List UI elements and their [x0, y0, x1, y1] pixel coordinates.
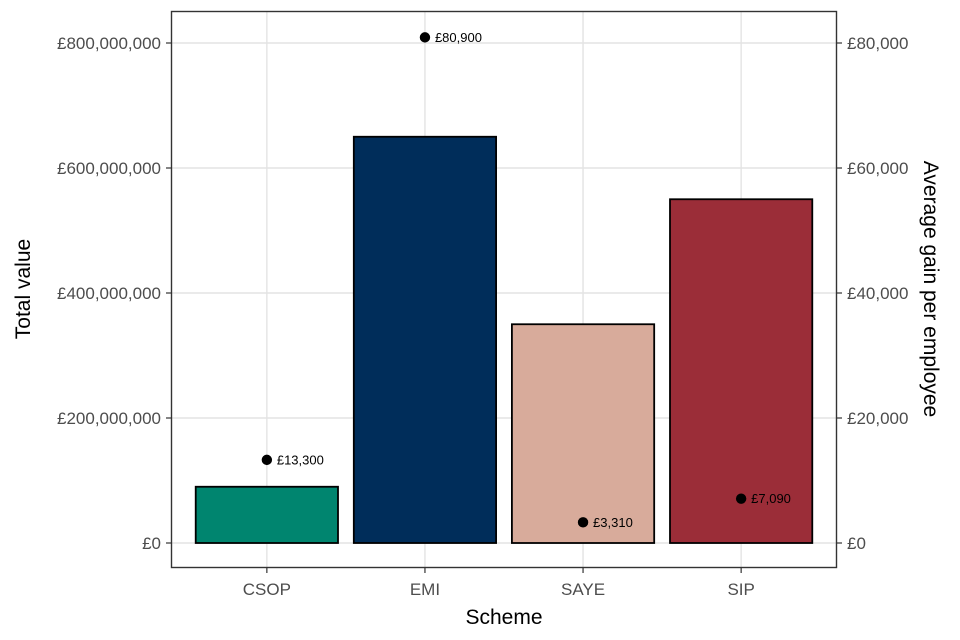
x-tick-label: SAYE [561, 580, 605, 599]
axes: £0 £200,000,000 £400,000,000 £600,000,000 £8… [57, 34, 908, 599]
y2-tick-label: £40,000 [847, 284, 908, 303]
y-tick-label: £800,000,000 [57, 34, 161, 53]
bar-sip [669, 198, 814, 544]
point-label-saye: £3,310 [593, 515, 633, 530]
y-axis-title: Total value [12, 239, 35, 339]
y2-tick-label: £0 [847, 534, 866, 553]
points: £13,300 £80,900 £3,310 £7,090 [261, 30, 791, 530]
x-tick-label: SIP [727, 580, 754, 599]
y2-tick-label: £80,000 [847, 34, 908, 53]
point-csop [261, 454, 273, 466]
y-tick-label: £0 [142, 534, 161, 553]
point-label-csop: £13,300 [277, 452, 324, 467]
y2-tick-label: £60,000 [847, 159, 908, 178]
point-saye [577, 517, 589, 528]
y2-tick-label: £20,000 [847, 409, 908, 428]
point-label-emi: £80,900 [435, 30, 482, 45]
y-tick-label: £400,000,000 [57, 284, 161, 303]
bars [194, 135, 814, 544]
bar-saye [511, 323, 656, 544]
x-tick-label: EMI [410, 580, 440, 599]
point-label-sip: £7,090 [751, 491, 791, 506]
bar-csop [194, 485, 339, 544]
point-emi [419, 32, 431, 43]
plot-panel-border [170, 10, 838, 569]
bar-emi [352, 135, 497, 544]
x-tick-label: CSOP [243, 580, 291, 599]
point-sip [735, 493, 747, 504]
y-tick-label: £200,000,000 [57, 409, 161, 428]
x-axis-title: Scheme [465, 606, 542, 629]
y2-axis-title: Average gain per employee [919, 161, 942, 417]
y-tick-label: £600,000,000 [57, 159, 161, 178]
